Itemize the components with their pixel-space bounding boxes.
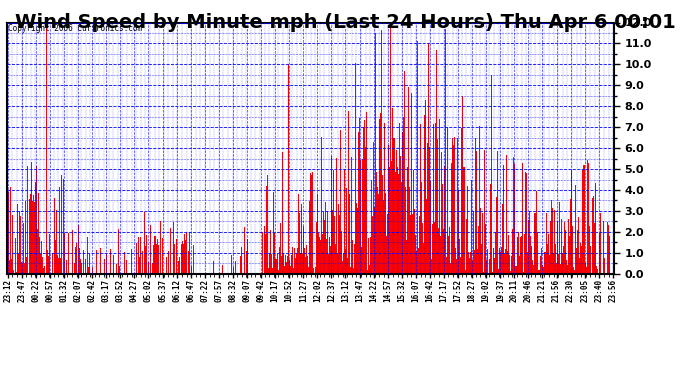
Text: Wind Speed by Minute mph (Last 24 Hours) Thu Apr 6 00:01: Wind Speed by Minute mph (Last 24 Hours)… [14,13,676,32]
Text: Copyright 2006 Curtronics.com: Copyright 2006 Curtronics.com [8,24,142,33]
